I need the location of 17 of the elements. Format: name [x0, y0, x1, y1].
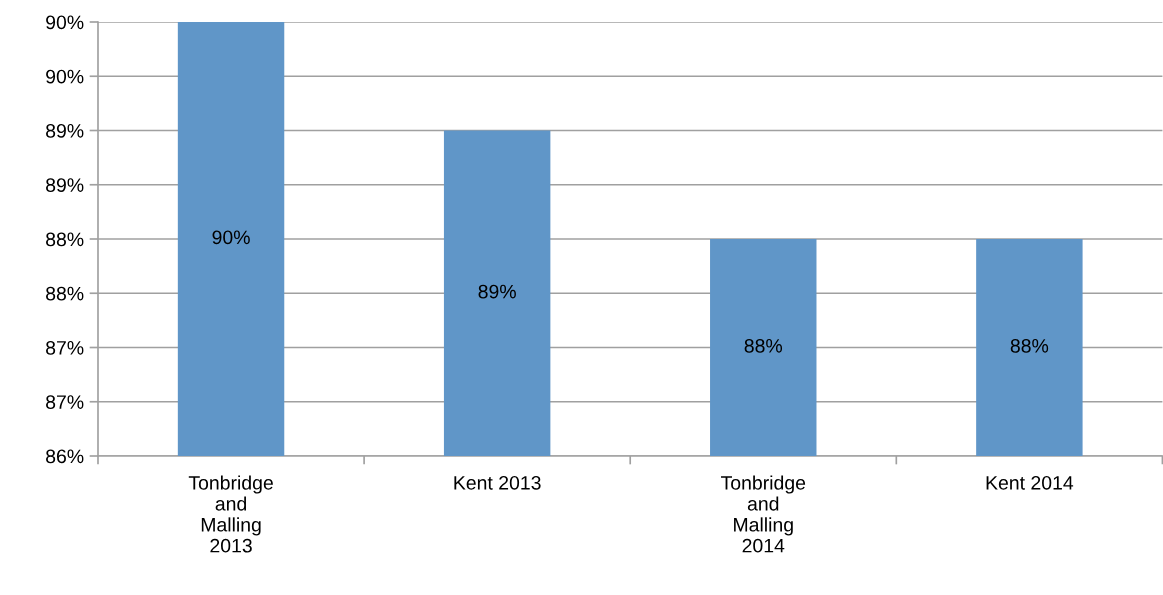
y-tick-label: 86% [46, 449, 84, 464]
y-tick-label: 87% [46, 395, 84, 409]
data-label: 89% [478, 284, 516, 299]
y-tick-label: 89% [46, 123, 84, 138]
data-label: 90% [212, 230, 250, 245]
x-tick-label: Tonbridge and Malling 2014 [721, 475, 806, 553]
y-tick-label: 87% [46, 340, 84, 355]
data-label: 88% [1010, 338, 1049, 353]
y-tick-label: 88% [46, 286, 84, 301]
x-tick-label: Kent 2014 [986, 475, 1074, 490]
y-tick-label: 88% [46, 232, 84, 247]
data-label: 88% [744, 338, 783, 353]
x-tick-label: Tonbridge and Malling 2013 [188, 475, 273, 553]
y-tick-label: 90% [46, 69, 84, 84]
y-tick-label: 89% [46, 178, 84, 192]
y-tick-label: 90% [46, 15, 84, 30]
x-tick-label: Kent 2013 [454, 475, 541, 490]
